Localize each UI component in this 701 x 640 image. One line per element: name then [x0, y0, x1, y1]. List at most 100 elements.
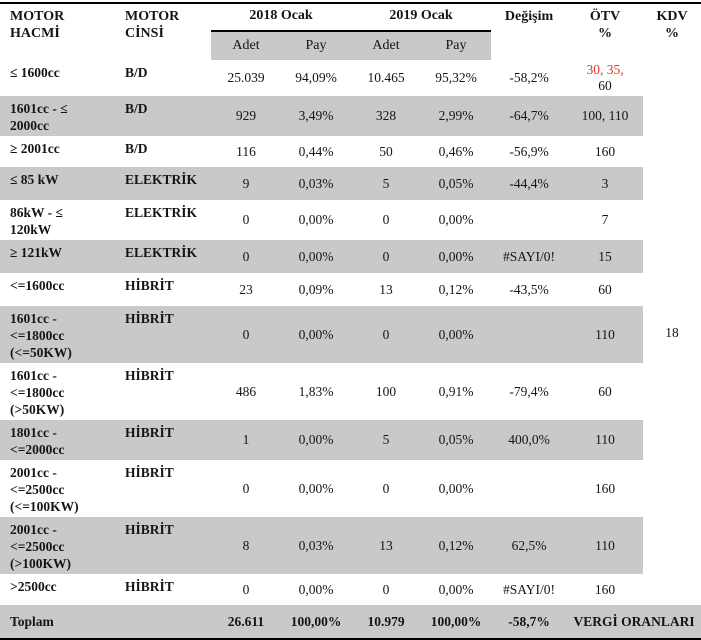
cell-pay-2019: 0,00% [438, 480, 474, 496]
cell-cins: HİBRİT [125, 368, 174, 383]
total-adet-2019: 10.979 [351, 605, 422, 639]
cell-degisim: -43,5% [509, 281, 549, 297]
cell-cins: ELEKTRİK [115, 167, 211, 200]
table-body: ≤ 1600cc B/D 25.039 94,09% 10.465 95,32%… [0, 60, 701, 639]
table-row: 1601cc - ≤ 2000cc B/D 929 3,49% 328 2,99… [0, 96, 701, 136]
cell-pay-2018: 0,00% [298, 581, 334, 597]
cell-otv: 100, 110 [567, 96, 644, 136]
cell-otv: 60 [598, 281, 612, 297]
cell-adet-2018: 1 [211, 420, 281, 460]
otv-label: ÖTV [589, 9, 621, 24]
col-header-degisim: Değişim [504, 9, 554, 24]
table-row: 86kW - ≤ 120kW ELEKTRİK 0 0,00% 0 0,00% … [0, 200, 701, 240]
header-row-groups: MOTOR HACMİ MOTOR CİNSİ 2018 Ocak 2019 O… [0, 3, 701, 41]
cell-pay-2018: 1,83% [298, 383, 334, 399]
cell-otv: 160 [594, 143, 616, 159]
cell-pay-2018: 0,09% [298, 281, 334, 297]
table-row: ≥ 121kW ELEKTRİK 0 0,00% 0 0,00% #SAYI/0… [0, 240, 701, 273]
vergi-oranlari-cell: VERGİ ORANLARI [567, 605, 701, 639]
cell-adet-2019: 13 [379, 281, 393, 297]
total-label: Toplam [0, 605, 115, 639]
cell-cins: ELEKTRİK [115, 240, 211, 273]
cell-pay-2019: 0,05% [421, 420, 492, 460]
cell-pay-2018: 0,03% [281, 517, 352, 574]
cell-degisim [491, 306, 568, 363]
cell-pay-2019: 0,46% [438, 143, 474, 159]
cell-adet-2018: 0 [211, 240, 281, 273]
cell-adet-2018: 23 [239, 281, 253, 297]
cell-otv: 7 [601, 212, 609, 227]
cell-pay-2018: 0,00% [298, 212, 334, 227]
cell-adet-2019: 0 [351, 240, 422, 273]
cell-degisim [491, 460, 567, 517]
header-row-sub: Adet Pay Adet Pay [0, 30, 701, 60]
cell-adet-2019: 0 [382, 480, 390, 496]
cell-adet-2018: 0 [242, 480, 250, 496]
col-header-otv: ÖTV % [567, 3, 643, 60]
col-header-kdv: KDV % [643, 3, 701, 60]
cell-adet-2018: 486 [235, 383, 257, 399]
cell-cins: HİBRİT [115, 420, 211, 460]
cell-degisim: -79,4% [509, 383, 549, 399]
cell-hacim: 1601cc - ≤ 2000cc [0, 96, 115, 136]
cell-adet-2018: 0 [242, 212, 250, 227]
cell-hacim: 1801cc - <=2000cc [0, 420, 115, 460]
cell-pay-2019: 0,00% [438, 212, 474, 227]
cell-adet-2018: 0 [211, 306, 281, 363]
cell-cins: B/D [125, 141, 148, 156]
cell-hacim: ≤ 1600cc [10, 65, 60, 80]
col-header-motor-cinsi: MOTOR CİNSİ [125, 9, 180, 41]
cell-pay-2018: 3,49% [281, 96, 352, 136]
cell-cins: B/D [115, 96, 211, 136]
table-row: 1601cc - <=1800cc (>50KW) HİBRİT 486 1,8… [0, 363, 701, 420]
cell-cins: HİBRİT [115, 517, 211, 574]
cell-degisim: -64,7% [491, 96, 568, 136]
table-row: ≤ 85 kW ELEKTRİK 9 0,03% 5 0,05% -44,4% … [0, 167, 701, 200]
col-group-2018-ocak: 2018 Ocak [249, 8, 313, 23]
cell-adet-2018: 25.039 [227, 70, 265, 85]
col-header-pay-2018: Pay [281, 30, 352, 60]
cell-degisim: -56,9% [509, 143, 549, 159]
cell-cins: B/D [125, 65, 148, 80]
cell-degisim: #SAYI/0! [503, 581, 556, 597]
col-group-2019-ocak: 2019 Ocak [389, 8, 453, 23]
cell-otv: 110 [567, 306, 644, 363]
col-header-pay-2019: Pay [421, 30, 492, 60]
cell-pay-2018: 0,00% [281, 240, 352, 273]
total-cins-empty [115, 605, 211, 639]
cell-otv: 160 [594, 581, 616, 597]
table-row: 1801cc - <=2000cc HİBRİT 1 0,00% 5 0,05%… [0, 420, 701, 460]
kdv-label: KDV [656, 9, 688, 24]
otv-percent-sign: % [598, 26, 613, 41]
otv-black-part: 60 [598, 78, 612, 93]
cell-otv: 110 [567, 517, 644, 574]
cell-adet-2019: 13 [351, 517, 422, 574]
cell-pay-2018: 94,09% [295, 70, 337, 85]
cell-pay-2018: 0,44% [298, 143, 334, 159]
table-row: ≤ 1600cc B/D 25.039 94,09% 10.465 95,32%… [0, 60, 701, 605]
cell-hacim: ≥ 2001cc [10, 141, 60, 156]
cell-pay-2018: 0,03% [281, 167, 352, 200]
cell-adet-2018: 116 [236, 143, 256, 159]
cell-adet-2019: 0 [351, 306, 422, 363]
cell-pay-2019: 0,91% [438, 383, 474, 399]
cell-pay-2019: 95,32% [435, 70, 477, 85]
cell-otv: 110 [567, 420, 644, 460]
table-row: <=1600cc HİBRİT 23 0,09% 13 0,12% -43,5%… [0, 273, 701, 306]
cell-hacim: >2500cc [10, 579, 57, 594]
cell-otv: 60 [598, 383, 612, 399]
cell-pay-2018: 0,00% [281, 420, 352, 460]
cell-pay-2019: 0,05% [421, 167, 492, 200]
table-row: 1601cc - <=1800cc (<=50KW) HİBRİT 0 0,00… [0, 306, 701, 363]
table-row: ≥ 2001cc B/D 116 0,44% 50 0,46% -56,9% 1… [0, 136, 701, 167]
cell-pay-2019: 2,99% [421, 96, 492, 136]
cell-hacim: ≥ 121kW [0, 240, 115, 273]
col-header-motor-hacmi: MOTOR HACMİ [10, 9, 65, 41]
cell-pay-2019: 0,00% [421, 306, 492, 363]
col-header-adet-2018: Adet [211, 30, 281, 60]
cell-hacim: ≤ 85 kW [0, 167, 115, 200]
cell-adet-2019: 328 [351, 96, 422, 136]
cell-adet-2018: 0 [242, 581, 250, 597]
cell-cins: HİBRİT [125, 278, 174, 293]
